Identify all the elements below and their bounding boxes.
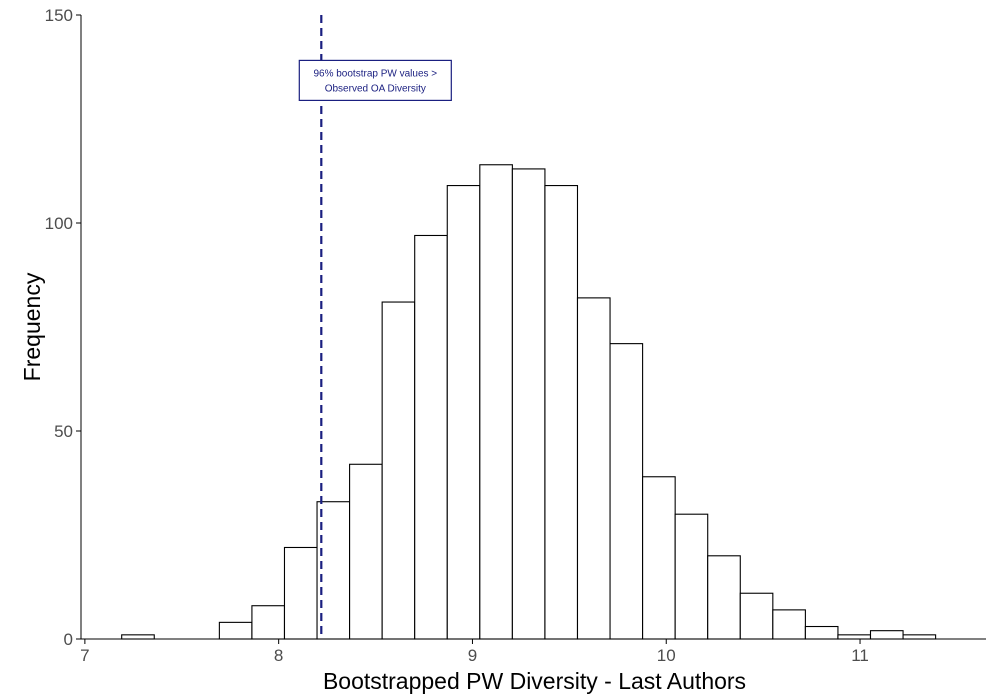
histogram-bar	[283, 546, 318, 640]
histogram-bar	[609, 343, 644, 640]
annotation-border	[298, 59, 452, 102]
y-tick-label: 150	[45, 6, 73, 25]
x-tick-label: 7	[80, 646, 89, 665]
histogram-bar	[837, 634, 872, 640]
y-tick-label: 50	[54, 422, 73, 441]
histogram-bar	[576, 297, 611, 640]
histogram-bar	[511, 168, 546, 640]
annotation-line-2: Observed OA Diversity	[325, 83, 426, 94]
histogram-bar	[316, 501, 351, 640]
y-tick-label: 0	[64, 630, 73, 649]
histogram-bar	[772, 609, 806, 640]
x-axis-title: Bootstrapped PW Diversity - Last Authors	[323, 668, 746, 694]
histogram-bar	[869, 630, 904, 640]
x-tick-label: 11	[851, 646, 869, 665]
histogram-bar	[479, 164, 513, 640]
histogram-bar	[739, 592, 774, 640]
histogram-bar	[446, 185, 481, 640]
x-axis-ticks: 7 8 9 10 11	[80, 639, 869, 665]
histogram-bar	[642, 476, 676, 640]
axes	[80, 15, 986, 640]
histogram-bars	[121, 164, 937, 640]
y-tick-label: 100	[45, 214, 73, 233]
y-axis-title: Frequency	[19, 272, 45, 381]
histogram-bar	[251, 605, 286, 640]
histogram-bar	[707, 555, 741, 640]
y-axis-ticks: 0 50 100 150	[45, 6, 81, 649]
annotation-box: 96% bootstrap PW values > Observed OA Di…	[298, 59, 452, 102]
x-tick-label: 10	[657, 646, 676, 665]
x-tick-label: 9	[468, 646, 477, 665]
histogram-bar	[381, 301, 416, 640]
histogram-bar	[804, 625, 839, 640]
histogram-bar	[218, 621, 253, 640]
histogram-bar	[674, 513, 709, 640]
histogram-bar	[902, 634, 937, 640]
histogram-bar	[121, 634, 155, 640]
x-tick-label: 8	[274, 646, 283, 665]
annotation-line-1: 96% bootstrap PW values >	[313, 68, 437, 79]
histogram-bar	[544, 185, 579, 640]
histogram-bar	[349, 463, 383, 640]
histogram-bar	[414, 234, 448, 640]
